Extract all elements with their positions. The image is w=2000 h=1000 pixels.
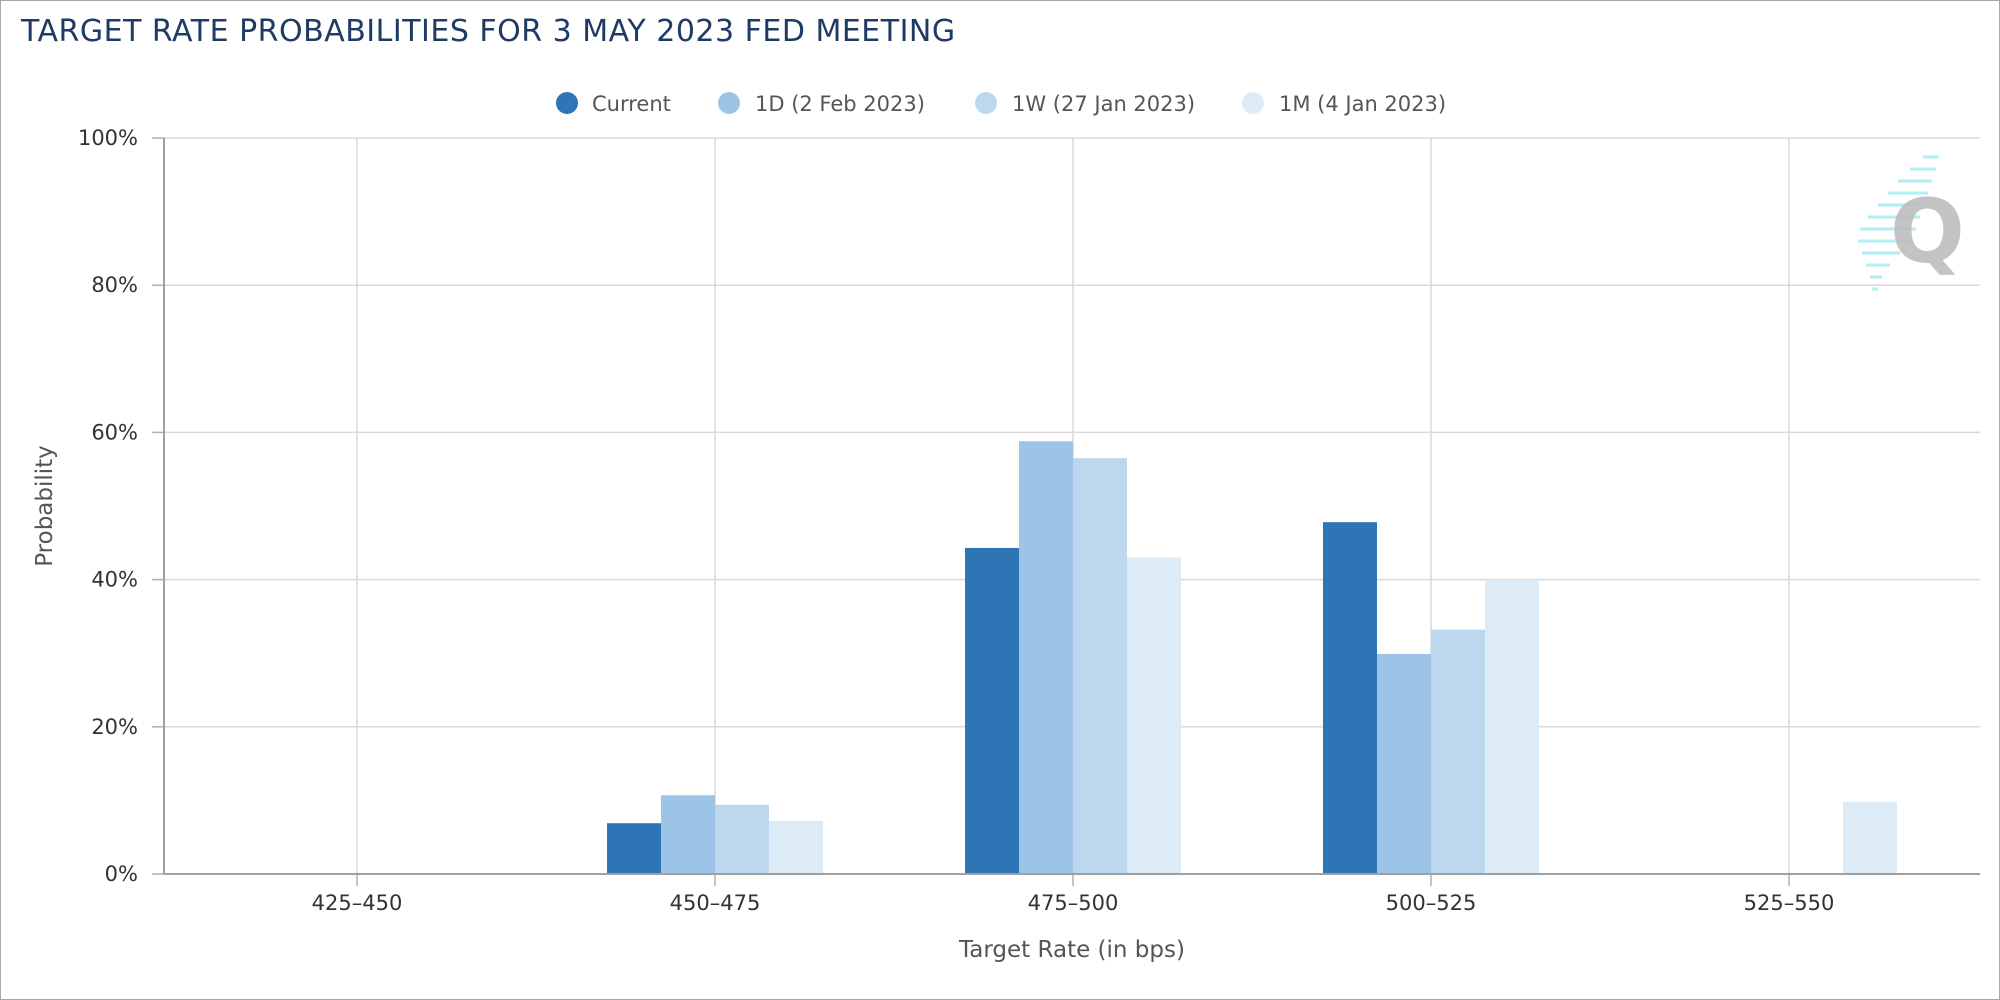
legend-marker (556, 92, 578, 114)
bar[interactable] (1485, 579, 1539, 874)
x-tick-label: 525–550 (1744, 891, 1835, 915)
bar[interactable] (607, 823, 661, 874)
legend: Current 1D (2 Feb 2023) 1W (27 Jan 2023) 1M… (556, 92, 1446, 116)
y-tick-label: 40% (91, 568, 138, 592)
legend-item[interactable]: Current (556, 92, 671, 116)
legend-item[interactable]: 1M (4 Jan 2023) (1242, 92, 1446, 116)
y-tick-label: 20% (91, 715, 138, 739)
bar[interactable] (1377, 653, 1431, 874)
chart-title: TARGET RATE PROBABILITIES FOR 3 MAY 2023… (21, 14, 956, 49)
bar[interactable] (1127, 557, 1181, 874)
x-tick-label: 500–525 (1386, 891, 1477, 915)
svg-text:Q: Q (1890, 180, 1965, 283)
bar[interactable] (1019, 441, 1073, 874)
legend-marker (1242, 92, 1264, 114)
bar[interactable] (1431, 629, 1485, 874)
legend-item[interactable]: 1W (27 Jan 2023) (975, 92, 1195, 116)
y-tick-label: 0% (105, 862, 138, 886)
bar[interactable] (769, 821, 823, 874)
bar[interactable] (661, 795, 715, 874)
legend-marker (975, 92, 997, 114)
legend-label: 1D (2 Feb 2023) (755, 92, 925, 116)
bar[interactable] (1073, 458, 1127, 874)
bar[interactable] (1323, 522, 1377, 874)
y-tick-label: 60% (91, 420, 138, 444)
x-tick-label: 450–475 (670, 891, 761, 915)
legend-label: Current (592, 92, 671, 116)
bars-layer (607, 441, 1897, 874)
x-tick-label: 475–500 (1028, 891, 1119, 915)
watermark-logo-icon: Q (1858, 155, 1965, 291)
legend-item[interactable]: 1D (2 Feb 2023) (718, 92, 925, 116)
bar[interactable] (1843, 801, 1897, 874)
y-tick-label: 80% (91, 273, 138, 297)
legend-marker (718, 92, 740, 114)
y-tick-label: 100% (78, 126, 138, 150)
axes-layer: 0% 20% 40% 60% 80% 100% 425–450 450–475 475–500 5… (32, 126, 1980, 963)
bar[interactable] (715, 804, 769, 874)
x-axis-title: Target Rate (in bps) (958, 937, 1185, 963)
x-tick-label: 425–450 (312, 891, 403, 915)
bar[interactable] (965, 547, 1019, 874)
legend-label: 1M (4 Jan 2023) (1279, 92, 1446, 116)
legend-label: 1W (27 Jan 2023) (1012, 92, 1195, 116)
y-axis-title: Probability (32, 445, 58, 567)
